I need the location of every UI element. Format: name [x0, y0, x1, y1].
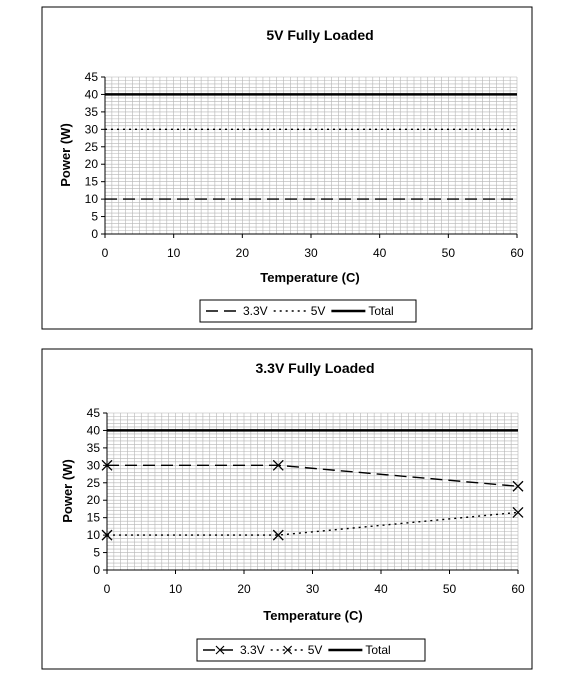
legend-box — [199, 299, 417, 323]
data-point-marker — [512, 506, 524, 518]
chart-title: 3.3V Fully Loaded — [255, 360, 374, 376]
x-tick-label: 50 — [443, 582, 457, 596]
legend: 3.3V 5V Total — [196, 638, 426, 662]
x-tick-label: 10 — [169, 582, 183, 596]
y-tick-label: 40 — [85, 87, 99, 101]
x-tick-label: 40 — [374, 582, 388, 596]
x-tick-label: 20 — [237, 582, 251, 596]
y-tick-label: 25 — [87, 476, 101, 490]
y-axis-label: Power (W) — [58, 123, 73, 187]
legend-box — [196, 638, 426, 662]
legend-marker — [283, 645, 293, 655]
y-tick-label: 10 — [87, 528, 101, 542]
chart-3v3-fully-loaded: 3.3V Fully Loaded 0 5 10 15 20 25 30 35 40 45 0 10 2… — [41, 348, 533, 670]
legend-label: 5V — [311, 304, 326, 318]
y-tick-label: 25 — [85, 140, 99, 154]
plot-area: 0 5 10 15 20 25 30 35 40 45 0 10 20 30 40 50 60 — [85, 70, 524, 260]
x-tick-label: 30 — [304, 246, 318, 260]
y-tick-label: 45 — [85, 70, 99, 84]
y-tick-label: 10 — [85, 192, 99, 206]
legend-label: 3.3V — [243, 304, 268, 318]
y-tick-label: 5 — [91, 210, 98, 224]
legend: 3.3V 5V Total — [199, 299, 417, 323]
y-tick-label: 5 — [93, 546, 100, 560]
y-tick-label: 30 — [87, 458, 101, 472]
series-line-5v — [107, 511, 519, 536]
chart-title: 5V Fully Loaded — [266, 27, 373, 43]
x-tick-label: 0 — [104, 582, 111, 596]
legend-label: Total — [368, 304, 393, 318]
y-tick-label: 20 — [85, 157, 99, 171]
x-tick-label: 10 — [167, 246, 181, 260]
legend-label: 5V — [308, 643, 323, 657]
data-point-marker — [101, 459, 113, 471]
y-tick-label: 40 — [87, 423, 101, 437]
x-tick-label: 30 — [306, 582, 320, 596]
y-tick-label: 20 — [87, 493, 101, 507]
x-tick-label: 40 — [373, 246, 387, 260]
x-tick-label: 0 — [102, 246, 109, 260]
y-tick-label: 45 — [87, 406, 101, 420]
x-tick-label: 60 — [511, 582, 525, 596]
data-point-marker — [272, 459, 284, 471]
y-tick-label: 30 — [85, 122, 99, 136]
chart-5v-fully-loaded: 5V Fully Loaded 0 5 10 15 20 25 30 35 40 45 0 10 20 3… — [41, 6, 533, 330]
x-axis-label: Temperature (C) — [263, 608, 362, 623]
x-tick-label: 50 — [442, 246, 456, 260]
y-tick-label: 0 — [93, 563, 100, 577]
legend-label: 3.3V — [240, 643, 265, 657]
plot-area: 0 5 10 15 20 25 30 35 40 45 0 10 20 30 40 50 60 — [87, 406, 525, 596]
y-tick-label: 15 — [85, 175, 99, 189]
x-tick-label: 20 — [236, 246, 250, 260]
y-tick-label: 35 — [87, 441, 101, 455]
legend-label: Total — [365, 643, 390, 657]
legend-marker — [215, 645, 225, 655]
y-tick-label: 15 — [87, 511, 101, 525]
data-point-marker — [512, 480, 524, 492]
x-tick-label: 60 — [510, 246, 524, 260]
x-axis-label: Temperature (C) — [260, 270, 359, 285]
y-tick-label: 0 — [91, 227, 98, 241]
data-point-marker — [101, 529, 113, 541]
y-axis-label: Power (W) — [60, 459, 75, 523]
data-point-marker — [272, 529, 284, 541]
y-tick-label: 35 — [85, 105, 99, 119]
